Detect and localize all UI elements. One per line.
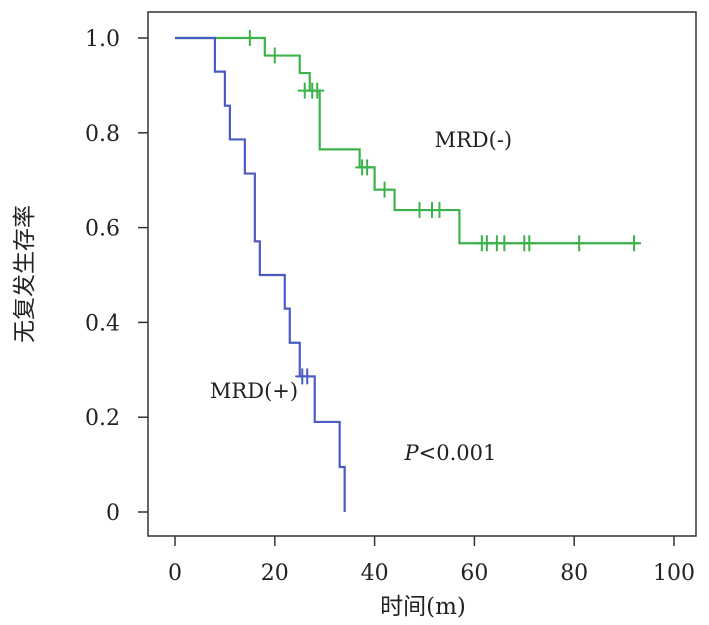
annotation-1: MRD(+) bbox=[210, 379, 298, 403]
y-axis: 0 0.2 0.4 0.6 0.8 1.0 bbox=[85, 27, 148, 526]
y-tick-label: 0 bbox=[106, 501, 120, 526]
x-axis: 0 20 40 60 80 100 bbox=[168, 536, 695, 586]
x-tick-label: 100 bbox=[653, 561, 695, 586]
censor-mark bbox=[497, 235, 512, 252]
annotation-layer: MRD(-) MRD(+) P<0.001 bbox=[210, 128, 512, 465]
y-tick-label: 0.8 bbox=[85, 122, 120, 147]
plot-frame bbox=[147, 11, 697, 537]
series-0 bbox=[175, 30, 642, 252]
survival-curve bbox=[175, 36, 346, 512]
censor-mark bbox=[267, 47, 282, 64]
censor-mark bbox=[412, 202, 427, 219]
censor-mark bbox=[572, 235, 587, 252]
censor-mark bbox=[242, 30, 257, 46]
series-1 bbox=[175, 36, 346, 512]
x-tick-label: 20 bbox=[261, 561, 289, 586]
x-tick-label: 40 bbox=[361, 561, 389, 586]
censor-mark bbox=[627, 235, 642, 252]
y-tick-label: 0.6 bbox=[85, 217, 120, 242]
censor-mark bbox=[360, 159, 375, 176]
censor-mark bbox=[432, 202, 447, 219]
x-axis-title: 时间(m) bbox=[380, 594, 466, 620]
x-tick-label: 60 bbox=[460, 561, 488, 586]
y-axis-title: 无复发生存率 bbox=[12, 205, 38, 343]
series-layer bbox=[175, 30, 642, 512]
x-tick-label: 0 bbox=[168, 561, 182, 586]
x-tick-label: 80 bbox=[560, 561, 588, 586]
y-tick-label: 0.2 bbox=[85, 406, 120, 431]
annotation-0: MRD(-) bbox=[434, 128, 512, 152]
censor-mark bbox=[310, 82, 325, 99]
censor-mark bbox=[300, 368, 315, 385]
survival-curve bbox=[175, 36, 640, 245]
y-tick-label: 0.4 bbox=[85, 311, 120, 336]
annotation-2: P<0.001 bbox=[404, 441, 497, 465]
y-tick-label: 1.0 bbox=[85, 27, 120, 52]
censor-mark bbox=[377, 181, 392, 198]
censor-mark bbox=[522, 235, 537, 252]
